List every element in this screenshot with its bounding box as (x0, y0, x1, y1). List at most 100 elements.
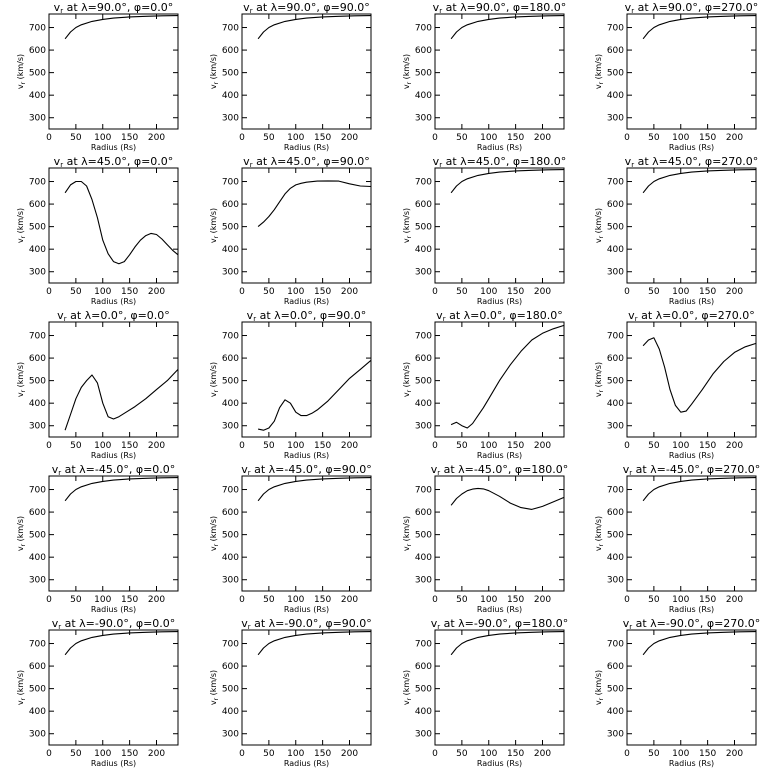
x-tick-label: 100 (287, 287, 304, 297)
x-tick-label: 200 (341, 595, 358, 605)
plot-frame (626, 167, 757, 284)
x-tick-label: 150 (699, 749, 716, 759)
subplot-3: vr at λ=90.0°, φ=180.0° 0 50 100 150 200 300 40… (402, 1, 566, 152)
y-tick-label: 700 (29, 24, 46, 34)
x-axis-label: Radius (Rs) (91, 143, 136, 152)
x-tick-label: 50 (648, 749, 660, 759)
x-tick-label: 50 (70, 441, 82, 451)
plot-frame (434, 321, 565, 438)
x-axis-label: Radius (Rs) (477, 297, 522, 306)
x-tick-label: 200 (534, 287, 551, 297)
subplot-9: vr at λ=0.0°, φ=0.0° 0 50 100 150 200 300 400 50… (16, 309, 179, 460)
series-line (257, 180, 372, 228)
series-line (257, 15, 372, 40)
x-tick-label: 0 (239, 287, 245, 297)
x-tick-label: 0 (432, 595, 438, 605)
y-axis-label: vr (km/s) (402, 54, 413, 89)
x-tick-label: 100 (672, 133, 689, 143)
y-axis-label: vr (km/s) (594, 362, 605, 397)
y-tick-label: 600 (607, 662, 624, 672)
x-axis-label: Radius (Rs) (284, 297, 329, 306)
y-tick-label: 400 (607, 553, 624, 563)
x-axis-label: Radius (Rs) (91, 297, 136, 306)
x-tick-label: 0 (624, 287, 630, 297)
y-tick-label: 400 (607, 245, 624, 255)
x-tick-label: 0 (46, 749, 52, 759)
series-line (642, 477, 757, 502)
y-tick-label: 300 (415, 422, 432, 432)
subplot-title: vr at λ=90.0°, φ=0.0° (54, 1, 174, 15)
y-tick-label: 600 (607, 508, 624, 518)
y-tick-label: 400 (29, 553, 46, 563)
subplot-6: vr at λ=45.0°, φ=90.0° 0 50 100 150 200 300 400… (209, 155, 372, 306)
series-line (642, 169, 757, 194)
x-tick-label: 0 (46, 133, 52, 143)
y-tick-label: 300 (29, 730, 46, 740)
x-axis-label: Radius (Rs) (669, 451, 714, 460)
y-tick-label: 500 (415, 685, 432, 695)
y-axis-label: vr (km/s) (402, 208, 413, 243)
y-tick-label: 700 (607, 178, 624, 188)
x-tick-label: 100 (287, 595, 304, 605)
subplot-title: vr at λ=0.0°, φ=270.0° (628, 309, 755, 323)
y-tick-label: 300 (222, 114, 239, 124)
x-axis-label: Radius (Rs) (284, 143, 329, 152)
y-tick-label: 700 (222, 640, 239, 650)
subplot-14: vr at λ=-45.0°, φ=90.0° 0 50 100 150 200 300 40… (209, 463, 372, 614)
x-axis-label: Radius (Rs) (284, 451, 329, 460)
x-tick-label: 200 (726, 749, 743, 759)
x-tick-label: 50 (70, 287, 82, 297)
subplot-title: vr at λ=90.0°, φ=180.0° (433, 1, 567, 15)
y-tick-label: 300 (29, 422, 46, 432)
y-axis-label: vr (km/s) (209, 516, 220, 551)
y-axis-label: vr (km/s) (16, 208, 27, 243)
x-axis-label: Radius (Rs) (477, 451, 522, 460)
subplot-1: vr at λ=90.0°, φ=0.0° 0 50 100 150 200 300 400 5… (16, 1, 179, 152)
y-tick-label: 500 (29, 69, 46, 79)
y-tick-label: 300 (222, 268, 239, 278)
x-tick-label: 100 (480, 133, 497, 143)
y-tick-label: 500 (29, 377, 46, 387)
y-tick-label: 400 (222, 399, 239, 409)
x-tick-label: 200 (148, 749, 165, 759)
y-axis-label: vr (km/s) (209, 208, 220, 243)
series-line (257, 477, 372, 502)
y-tick-label: 700 (222, 24, 239, 34)
y-axis-label: vr (km/s) (209, 362, 220, 397)
x-tick-label: 50 (263, 133, 275, 143)
subplot-title: vr at λ=0.0°, φ=90.0° (247, 309, 367, 323)
plot-frame (241, 321, 372, 438)
subplot-title: vr at λ=45.0°, φ=90.0° (243, 155, 370, 169)
y-tick-label: 500 (29, 685, 46, 695)
subplot-title: vr at λ=90.0°, φ=270.0° (625, 1, 759, 15)
y-tick-label: 300 (415, 730, 432, 740)
plot-frame (241, 475, 372, 592)
y-tick-label: 300 (607, 114, 624, 124)
x-tick-label: 150 (699, 133, 716, 143)
x-tick-label: 100 (94, 595, 111, 605)
y-tick-label: 400 (222, 553, 239, 563)
y-tick-label: 500 (222, 531, 239, 541)
subplot-17: vr at λ=-90.0°, φ=0.0° 0 50 100 150 200 300 400… (16, 617, 179, 768)
series-line (450, 631, 565, 656)
x-axis-label: Radius (Rs) (91, 605, 136, 614)
x-tick-label: 200 (148, 133, 165, 143)
y-tick-label: 500 (222, 377, 239, 387)
subplot-13: vr at λ=-45.0°, φ=0.0° 0 50 100 150 200 300 400… (16, 463, 179, 614)
y-tick-label: 700 (415, 24, 432, 34)
x-tick-label: 150 (699, 595, 716, 605)
y-tick-label: 400 (607, 707, 624, 717)
subplot-16: vr at λ=-45.0°, φ=270.0° 0 50 100 150 200 300 4… (594, 463, 760, 614)
subplot-title: vr at λ=-45.0°, φ=270.0° (623, 463, 761, 477)
series-line (64, 15, 179, 40)
x-tick-label: 50 (648, 133, 660, 143)
y-tick-label: 700 (607, 332, 624, 342)
series-line (450, 487, 565, 510)
plot-frame (48, 629, 179, 746)
y-tick-label: 600 (415, 354, 432, 364)
x-axis-label: Radius (Rs) (477, 143, 522, 152)
subplot-title: vr at λ=45.0°, φ=0.0° (54, 155, 174, 169)
subplot-4: vr at λ=90.0°, φ=270.0° 0 50 100 150 200 300 40… (594, 1, 758, 152)
x-tick-label: 150 (699, 441, 716, 451)
y-axis-label: vr (km/s) (594, 208, 605, 243)
